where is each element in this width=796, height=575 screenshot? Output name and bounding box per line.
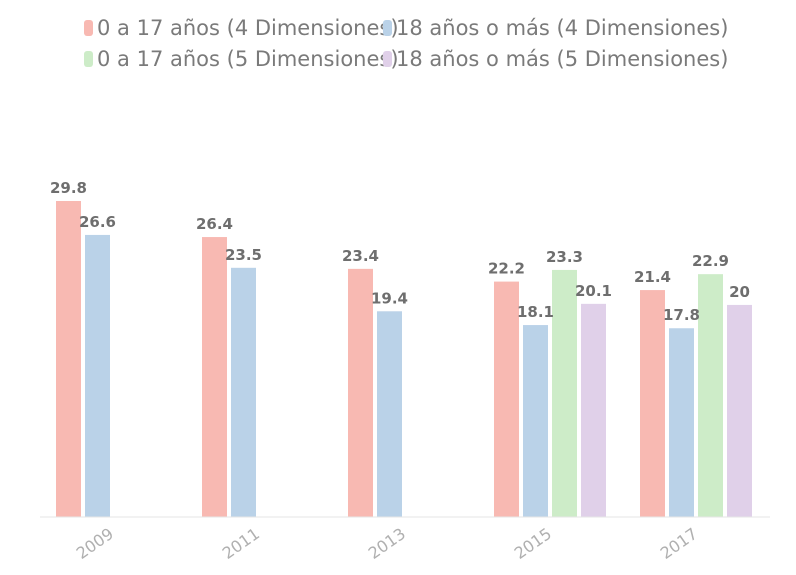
- bar-2015-series-1: [494, 281, 519, 517]
- x-tick-labels: 2009 2011 2013 2015 2017: [73, 524, 701, 563]
- value-label-2009-series-2: 26.6: [79, 213, 116, 231]
- x-tick-label-2013: 2013: [365, 524, 409, 563]
- bar-2017-series-1: [640, 290, 665, 517]
- legend-swatch-2: [383, 20, 392, 36]
- legend-label-1: 0 a 17 años (4 Dimensiones): [97, 16, 399, 40]
- value-label-2013-series-1: 23.4: [342, 247, 379, 265]
- value-label-2017-series-4: 20: [729, 283, 750, 301]
- value-label-2017-series-3: 22.9: [692, 252, 729, 270]
- bar-2015-series-4: [581, 303, 606, 517]
- value-label-2015-series-3: 23.3: [546, 248, 583, 266]
- legend: 0 a 17 años (4 Dimensiones)18 años o más…: [84, 16, 728, 71]
- legend-swatch-1: [84, 20, 93, 36]
- legend-label-2: 18 años o más (4 Dimensiones): [396, 16, 728, 40]
- bar-2009-series-1: [56, 201, 81, 517]
- bar-2017-series-3: [698, 274, 723, 517]
- bar-2009-series-2: [85, 234, 110, 517]
- legend-label-3: 0 a 17 años (5 Dimensiones): [97, 47, 399, 71]
- bar-2017-series-4: [727, 304, 752, 517]
- x-tick-label-2011: 2011: [219, 524, 263, 563]
- bars-group: [56, 201, 752, 517]
- value-label-2017-series-1: 21.4: [634, 268, 671, 286]
- value-label-2011-series-2: 23.5: [225, 246, 262, 264]
- value-label-2009-series-1: 29.8: [50, 179, 87, 197]
- x-tick-label-2017: 2017: [657, 524, 701, 563]
- value-labels-group: 29.8 26.6 26.4 23.5 23.4 19.4 22.2 18.1 23.3 20.1…: [50, 179, 750, 324]
- value-label-2015-series-4: 20.1: [575, 282, 612, 300]
- bar-2015-series-3: [552, 269, 577, 517]
- value-label-2013-series-2: 19.4: [371, 289, 408, 307]
- x-tick-label-2009: 2009: [73, 524, 117, 563]
- value-label-2017-series-2: 17.8: [663, 306, 700, 324]
- bar-2013-series-1: [348, 268, 373, 517]
- x-tick-label-2015: 2015: [511, 524, 555, 563]
- value-label-2015-series-2: 18.1: [517, 303, 554, 321]
- bar-2017-series-2: [669, 328, 694, 517]
- bar-2013-series-2: [377, 311, 402, 517]
- value-label-2011-series-1: 26.4: [196, 215, 233, 233]
- legend-label-4: 18 años o más (5 Dimensiones): [396, 47, 728, 71]
- bar-2015-series-2: [523, 325, 548, 517]
- legend-swatch-4: [383, 51, 392, 67]
- bar-2011-series-1: [202, 237, 227, 517]
- bar-2011-series-2: [231, 267, 256, 517]
- legend-swatch-3: [84, 51, 93, 67]
- value-label-2015-series-1: 22.2: [488, 260, 525, 278]
